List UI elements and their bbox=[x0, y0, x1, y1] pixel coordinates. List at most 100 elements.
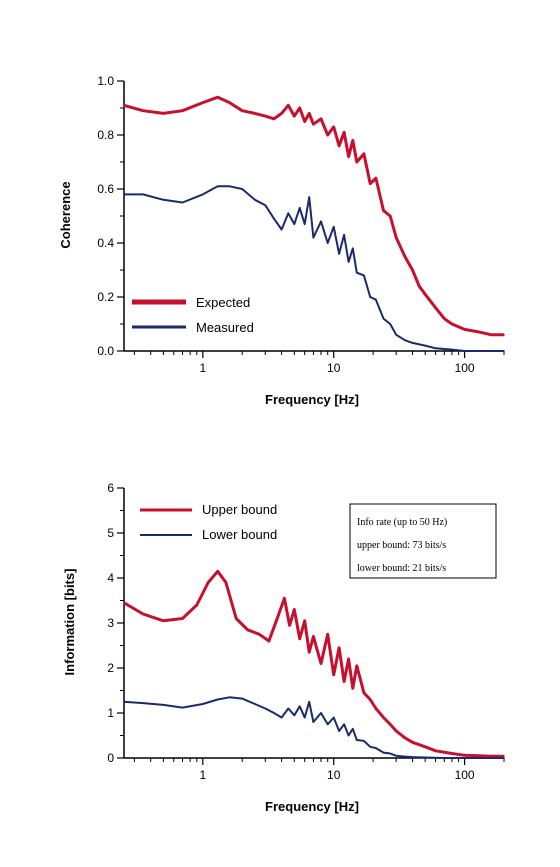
data-point bbox=[443, 317, 446, 320]
data-point bbox=[332, 716, 335, 719]
data-point bbox=[389, 215, 392, 217]
data-point bbox=[463, 754, 466, 757]
x-tick-label: 10 bbox=[327, 361, 341, 375]
y-tick-label: 0.0 bbox=[97, 344, 114, 358]
data-point bbox=[463, 350, 466, 352]
data-point bbox=[320, 118, 322, 120]
data-point bbox=[338, 730, 340, 732]
data-point bbox=[293, 223, 296, 225]
data-point bbox=[389, 323, 392, 325]
y-tick-label: 0.2 bbox=[97, 290, 114, 304]
info-rate-box-frame bbox=[349, 503, 497, 579]
data-point bbox=[246, 629, 249, 631]
data-point bbox=[490, 755, 493, 757]
data-point bbox=[424, 756, 427, 759]
data-point bbox=[404, 339, 406, 342]
data-point bbox=[280, 716, 283, 719]
data-point bbox=[375, 177, 377, 179]
data-point bbox=[254, 199, 256, 201]
data-point bbox=[338, 145, 340, 147]
data-point bbox=[181, 201, 184, 204]
coherence-ticks: 0.0 0.2 0.4 0.6 0.8 1.0 1 10 100 bbox=[97, 74, 505, 375]
data-point bbox=[369, 182, 372, 185]
data-point bbox=[202, 193, 204, 196]
data-point bbox=[347, 155, 350, 158]
data-point bbox=[268, 640, 270, 642]
data-point bbox=[123, 193, 125, 196]
data-point bbox=[312, 721, 315, 723]
data-point bbox=[356, 161, 358, 163]
x-tick-label: 10 bbox=[327, 768, 341, 782]
data-point bbox=[287, 104, 290, 107]
legend-label-expected: Expected bbox=[196, 295, 250, 310]
data-point bbox=[273, 118, 275, 120]
info-rate-title: Info rate (up to 50 Hz) bbox=[357, 517, 447, 528]
series-line-lower-bound bbox=[123, 696, 504, 759]
x-tick-label: 1 bbox=[199, 361, 206, 375]
data-point bbox=[216, 185, 219, 188]
data-point bbox=[382, 209, 385, 212]
data-point bbox=[389, 723, 392, 726]
data-point bbox=[395, 730, 398, 732]
data-point bbox=[312, 635, 315, 638]
data-point bbox=[123, 701, 125, 703]
data-point bbox=[356, 665, 358, 667]
information-xlabel: Frequency [Hz] bbox=[265, 799, 359, 814]
data-point bbox=[369, 296, 372, 298]
data-point bbox=[326, 633, 329, 636]
data-point bbox=[343, 131, 345, 134]
data-point bbox=[298, 705, 301, 708]
data-point bbox=[369, 746, 372, 748]
data-point bbox=[352, 728, 354, 730]
information-ylabel: Information [bits] bbox=[62, 569, 77, 676]
data-point bbox=[424, 344, 427, 347]
x-tick-label: 1 bbox=[199, 768, 206, 782]
data-point bbox=[343, 680, 345, 683]
info-rate-lower: lower bound: 21 bits/s bbox=[357, 563, 446, 574]
data-point bbox=[207, 581, 209, 584]
series-line-measured bbox=[124, 185, 504, 352]
data-point bbox=[332, 226, 335, 228]
series-line-upper-bound bbox=[123, 569, 504, 758]
data-point bbox=[503, 755, 505, 757]
data-point bbox=[451, 323, 453, 325]
data-point bbox=[363, 153, 365, 155]
data-point bbox=[241, 109, 243, 112]
data-point bbox=[142, 613, 144, 615]
data-point bbox=[424, 746, 427, 748]
data-point bbox=[287, 212, 290, 215]
data-point bbox=[352, 687, 354, 690]
data-point bbox=[332, 674, 335, 676]
data-point bbox=[280, 228, 283, 231]
y-tick-label: 4 bbox=[107, 571, 114, 585]
data-point bbox=[320, 220, 322, 223]
data-point bbox=[162, 112, 165, 115]
data-point bbox=[363, 692, 365, 694]
information-series bbox=[123, 569, 505, 759]
data-point bbox=[142, 193, 144, 196]
coherence-axes bbox=[123, 81, 504, 352]
series-line-expected bbox=[123, 95, 504, 337]
data-point bbox=[162, 199, 165, 201]
data-point bbox=[320, 712, 322, 714]
data-point bbox=[347, 734, 350, 737]
data-point bbox=[326, 723, 329, 726]
data-point bbox=[356, 739, 358, 741]
data-point bbox=[375, 747, 377, 749]
data-point bbox=[404, 755, 406, 758]
data-point bbox=[264, 115, 267, 117]
data-point bbox=[202, 101, 204, 104]
data-point bbox=[298, 207, 301, 209]
x-tick-label: 100 bbox=[455, 361, 475, 375]
data-point bbox=[162, 704, 165, 706]
data-point bbox=[283, 597, 286, 600]
data-point bbox=[123, 104, 125, 107]
data-point bbox=[395, 236, 398, 239]
data-point bbox=[288, 624, 291, 627]
data-point bbox=[434, 307, 437, 309]
data-point bbox=[280, 112, 283, 115]
data-point bbox=[276, 617, 279, 620]
data-point bbox=[258, 633, 261, 636]
data-point bbox=[411, 756, 414, 758]
